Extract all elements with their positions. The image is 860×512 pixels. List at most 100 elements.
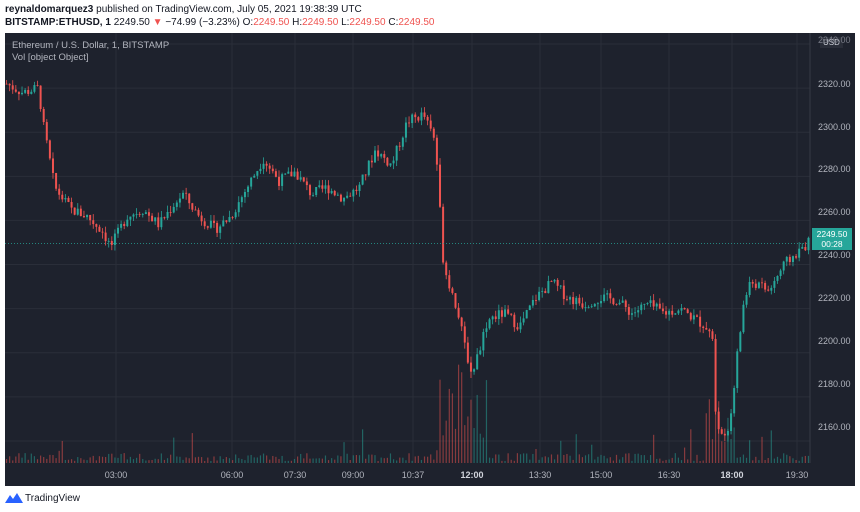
- volume-bar: [696, 454, 698, 463]
- candle-body: [448, 275, 451, 289]
- candle-body: [652, 300, 655, 307]
- price-tick: 2300.00: [818, 122, 851, 132]
- volume-bar: [649, 455, 652, 463]
- volume-bar: [111, 453, 113, 463]
- candle-body: [717, 411, 720, 430]
- candle-body: [86, 214, 89, 218]
- currency-label[interactable]: USD: [820, 37, 843, 48]
- volume-bar: [101, 456, 104, 463]
- candle-body: [593, 304, 596, 307]
- candle-body: [600, 301, 603, 304]
- candle-body: [182, 192, 185, 199]
- candle-body: [126, 219, 129, 227]
- volume-bar: [451, 393, 453, 463]
- volume-bar: [36, 459, 39, 463]
- volume-bar: [132, 459, 135, 463]
- candle-body: [699, 316, 702, 327]
- candle-body: [630, 313, 633, 315]
- volume-bar: [182, 459, 184, 463]
- tradingview-logo-icon[interactable]: [5, 492, 23, 504]
- volume-bar: [284, 460, 286, 463]
- candle-body: [120, 223, 123, 228]
- volume-bar: [287, 460, 289, 463]
- candle-body: [321, 185, 324, 189]
- candle-body: [538, 291, 541, 301]
- tradingview-brand[interactable]: TradingView: [25, 493, 81, 504]
- volume-bar: [148, 460, 150, 463]
- volume-bar: [628, 453, 630, 463]
- volume-bar: [293, 458, 296, 463]
- candle-body: [491, 316, 494, 320]
- candle-body: [212, 220, 215, 223]
- candle-body: [417, 117, 420, 121]
- candle-body: [262, 163, 265, 169]
- grid-lines: [5, 33, 810, 463]
- volume-bar: [380, 457, 382, 463]
- candle-body: [200, 215, 203, 222]
- candle-body: [565, 299, 568, 300]
- candle-body: [569, 297, 572, 300]
- volume-bar: [693, 460, 695, 463]
- candle-body: [689, 313, 692, 320]
- candle-body: [42, 108, 45, 123]
- candle-body: [702, 326, 705, 328]
- candle-body: [414, 114, 417, 118]
- time-label: 12:00: [460, 470, 484, 480]
- candle-body: [287, 171, 290, 174]
- candle-body: [231, 217, 234, 218]
- volume-bar: [201, 457, 203, 463]
- volume-bar: [30, 453, 32, 463]
- candle-body: [58, 188, 61, 195]
- candle-body: [761, 282, 764, 284]
- candle-body: [160, 217, 163, 228]
- candle-body: [801, 247, 804, 249]
- volume-bar: [117, 457, 119, 463]
- volume-bar: [24, 453, 26, 463]
- candle-body: [460, 317, 463, 327]
- volume-bar: [684, 447, 686, 463]
- open-value: 2249.50: [253, 17, 290, 28]
- candle-body: [389, 163, 392, 166]
- volume-bar: [786, 454, 788, 463]
- candle-body: [274, 171, 277, 177]
- price-chart[interactable]: [5, 33, 855, 463]
- candle-body: [742, 304, 745, 333]
- candle-body: [674, 313, 677, 315]
- volume-bar: [337, 455, 339, 463]
- price-tick: 2320.00: [818, 79, 851, 89]
- candle-body: [581, 303, 584, 308]
- candle-body: [578, 297, 581, 304]
- volume-bar: [290, 460, 292, 463]
- time-axis[interactable]: [5, 463, 855, 486]
- low-label: L:: [341, 17, 350, 28]
- candle-body: [544, 291, 547, 294]
- volume-bar: [736, 457, 738, 463]
- candle-body: [219, 226, 222, 233]
- candle-body: [346, 195, 349, 198]
- candle-body: [442, 206, 445, 263]
- volume-bar: [761, 436, 763, 463]
- candle-body: [355, 189, 358, 192]
- author-name[interactable]: reynaldomarquez3: [5, 4, 94, 15]
- candle-body: [129, 216, 132, 220]
- volume-bar: [191, 433, 193, 463]
- candle-body: [107, 240, 110, 242]
- volume-bar: [569, 455, 571, 463]
- chart-panel[interactable]: [5, 33, 855, 463]
- volume-bar: [724, 441, 726, 463]
- candle-body: [36, 85, 39, 86]
- candle-body: [457, 307, 460, 318]
- candle-body: [736, 351, 739, 389]
- volume-bar: [504, 460, 506, 463]
- volume-bar: [516, 453, 519, 463]
- volume-bar: [266, 455, 268, 463]
- current-price-tag: 2249.50 00:28: [812, 228, 852, 250]
- volume-bar: [677, 457, 680, 463]
- candle-body: [234, 212, 237, 218]
- volume-bar: [70, 459, 73, 463]
- price-tick: 2280.00: [818, 164, 851, 174]
- candle-body: [315, 186, 318, 195]
- volume-bar: [457, 364, 460, 463]
- candle-body: [519, 322, 522, 330]
- volume-bar: [687, 459, 689, 463]
